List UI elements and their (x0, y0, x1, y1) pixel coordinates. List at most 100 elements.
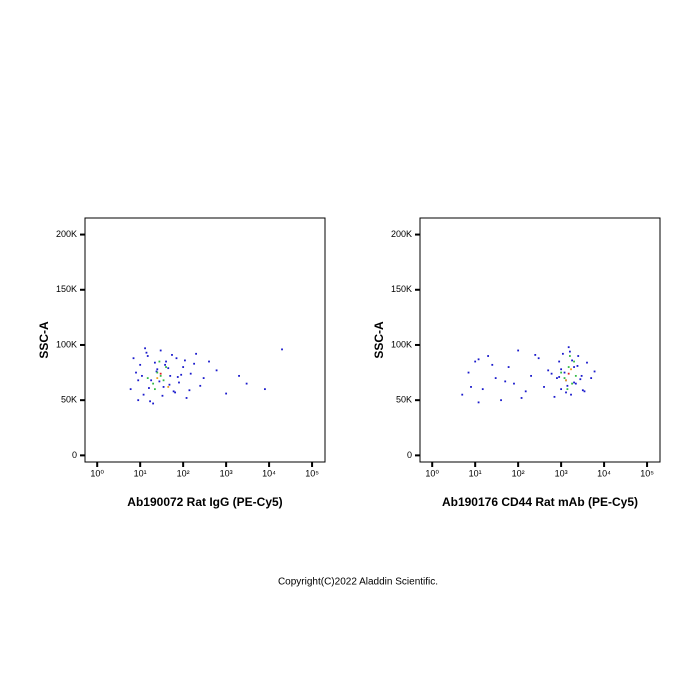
event-dot (558, 376, 561, 378)
event-dot (165, 360, 167, 363)
event-dot (185, 397, 188, 399)
event-dot (565, 391, 567, 394)
event-dot (581, 389, 584, 392)
event-dot (534, 354, 537, 356)
event-dot (225, 392, 228, 395)
event-dot (202, 377, 205, 379)
event-dot (574, 382, 577, 385)
plot-frame (84, 217, 326, 463)
event-dot (167, 386, 170, 388)
event-dot (145, 351, 148, 354)
event-dot (558, 360, 561, 363)
y-tick-label: 200K (56, 229, 77, 239)
event-dot (467, 371, 470, 374)
event-dot (561, 352, 564, 355)
event-dot (238, 374, 240, 377)
event-dot (150, 379, 153, 382)
x-tick-label: 10³ (220, 468, 233, 478)
event-dot (158, 360, 161, 363)
x-tick-label: 10⁵ (640, 468, 654, 478)
event-dot (543, 386, 545, 388)
x-tick-label: 10² (177, 468, 190, 478)
event-dot (161, 394, 164, 397)
event-dot (500, 399, 502, 402)
event-dot (159, 372, 162, 375)
event-dot (245, 382, 248, 385)
event-dot (571, 382, 573, 385)
event-dot (149, 400, 151, 403)
event-dot (178, 381, 180, 384)
event-dot (132, 357, 135, 360)
event-dot (281, 348, 283, 351)
event-dot (146, 377, 149, 379)
event-dot (491, 363, 494, 366)
event-dot (153, 361, 156, 364)
x-tick-label: 10⁵ (305, 468, 319, 478)
x-tick-label: 10¹ (469, 468, 482, 478)
event-dot (129, 388, 132, 391)
event-dot (155, 370, 158, 373)
event-dot (574, 374, 577, 377)
event-dot (156, 368, 159, 371)
event-dot (481, 388, 484, 391)
event-dot (184, 359, 186, 362)
event-dot (593, 370, 596, 373)
event-dot (162, 379, 165, 382)
y-tick-label: 50K (61, 395, 77, 405)
event-dot (586, 361, 588, 364)
event-dot (139, 363, 142, 366)
event-dot (164, 363, 166, 366)
event-dot (168, 383, 171, 386)
event-dot (520, 397, 523, 399)
event-dot (156, 377, 159, 379)
event-dot (199, 384, 202, 387)
event-dot (590, 377, 593, 379)
event-dot (524, 390, 527, 393)
event-dot (180, 373, 183, 376)
event-dot (167, 367, 170, 370)
event-dot (158, 380, 161, 383)
event-dot (560, 368, 563, 371)
y-tick-label: 100K (56, 339, 77, 349)
x-tick-label: 10⁴ (597, 468, 611, 478)
event-dot (135, 371, 137, 374)
event-dot (137, 379, 140, 382)
event-dot (507, 366, 510, 368)
event-dot (517, 349, 520, 352)
event-dot (570, 393, 572, 396)
event-dot (567, 346, 570, 349)
event-dot (566, 388, 569, 391)
event-dot (553, 395, 556, 398)
event-dot (152, 402, 155, 405)
event-dot (474, 360, 477, 363)
event-dot (560, 371, 563, 374)
event-dot (579, 378, 582, 381)
y-tick-label: 0 (407, 450, 412, 460)
event-dot (550, 372, 553, 375)
event-dot (152, 382, 155, 385)
event-dot (146, 355, 149, 357)
event-dot (563, 371, 566, 374)
event-dot (567, 372, 570, 375)
event-dot (576, 365, 579, 367)
x-axis-label: Ab190072 Rat IgG (PE-Cy5) (127, 495, 282, 509)
event-dot (141, 374, 143, 377)
event-dot (568, 350, 571, 353)
event-dot (560, 388, 563, 391)
y-tick-label: 50K (396, 395, 412, 405)
event-dot (487, 355, 490, 357)
event-dot (159, 349, 162, 352)
y-tick-label: 200K (391, 229, 412, 239)
event-dot (215, 369, 218, 372)
event-dot (175, 357, 178, 360)
y-tick-label: 0 (72, 450, 77, 460)
y-tick-label: 150K (391, 284, 412, 294)
event-dot (477, 358, 480, 361)
event-dot (530, 374, 532, 377)
event-dot (162, 386, 165, 388)
event-dot (148, 387, 150, 389)
x-tick-label: 10⁴ (262, 468, 276, 478)
event-dot (567, 366, 570, 368)
event-dot (142, 393, 145, 396)
event-dot (494, 377, 497, 379)
